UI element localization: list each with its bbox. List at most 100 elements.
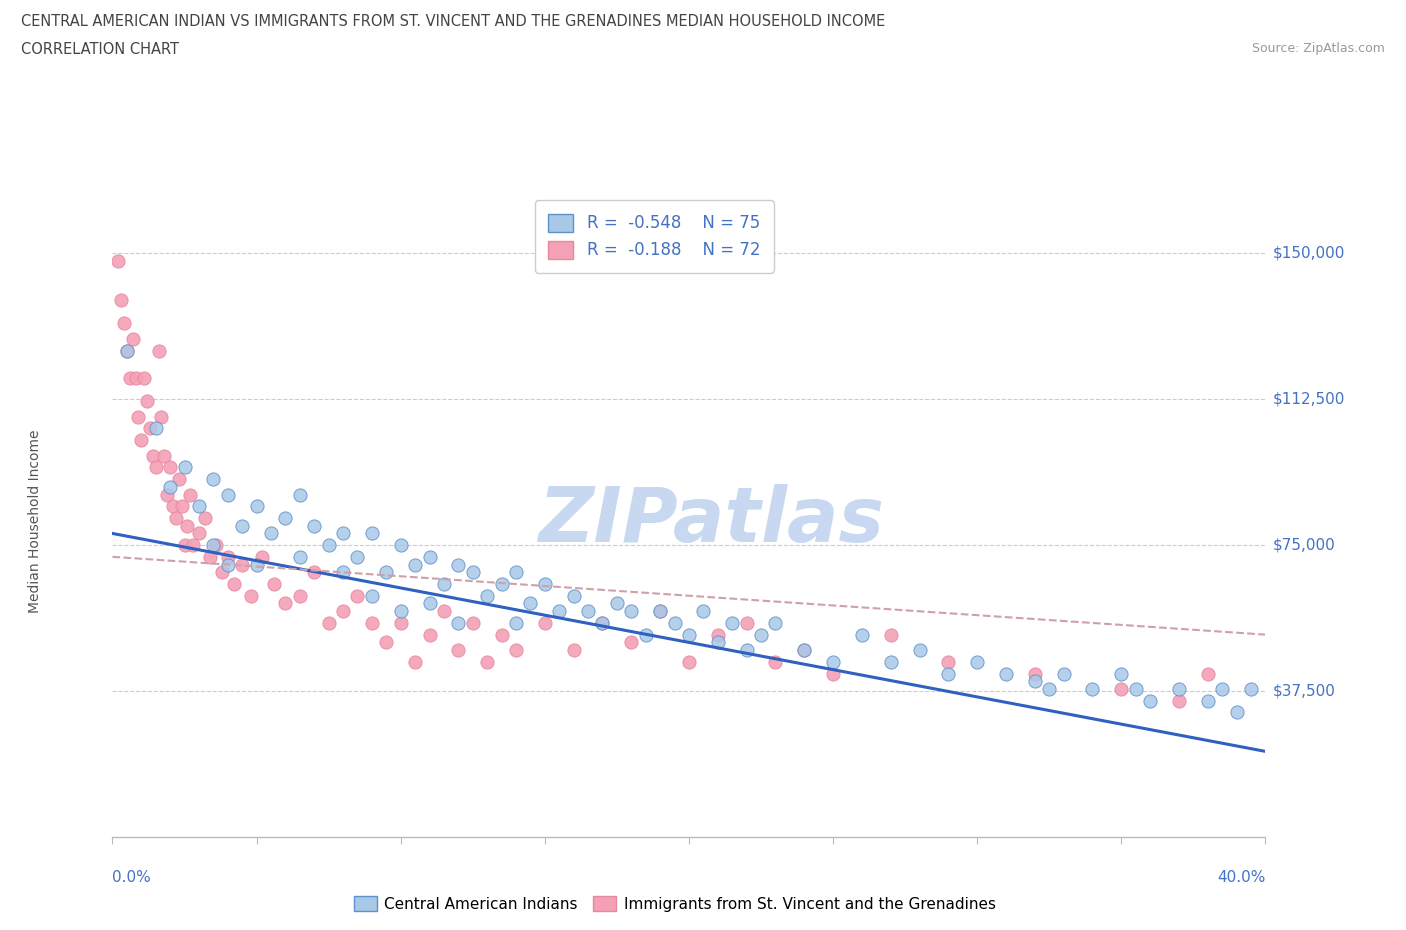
Point xyxy=(124,370,146,385)
Text: CENTRAL AMERICAN INDIAN VS IMMIGRANTS FROM ST. VINCENT AND THE GRENADINES MEDIAN: CENTRAL AMERICAN INDIAN VS IMMIGRANTS FR… xyxy=(21,14,886,29)
Point xyxy=(115,343,138,358)
Point xyxy=(447,643,470,658)
Point xyxy=(433,577,456,591)
Point xyxy=(181,538,204,552)
Point xyxy=(461,565,484,579)
Point xyxy=(222,577,245,591)
Point xyxy=(447,616,470,631)
Point xyxy=(1038,682,1060,697)
Text: Median Household Income: Median Household Income xyxy=(28,429,42,613)
Point xyxy=(145,459,167,474)
Point xyxy=(263,577,285,591)
Point xyxy=(1211,682,1233,697)
Point xyxy=(706,635,728,650)
Point xyxy=(188,498,211,513)
Point xyxy=(173,459,195,474)
Point xyxy=(1167,694,1189,709)
Point xyxy=(1167,682,1189,697)
Point xyxy=(1197,694,1219,709)
Point xyxy=(118,370,141,385)
Point xyxy=(505,616,527,631)
Point xyxy=(304,565,326,579)
Point xyxy=(648,604,672,618)
Point xyxy=(505,643,527,658)
Point xyxy=(491,577,513,591)
Point xyxy=(194,511,217,525)
Point xyxy=(217,557,239,572)
Point xyxy=(765,655,787,670)
Point xyxy=(519,596,541,611)
Point xyxy=(576,604,599,618)
Point xyxy=(260,526,283,541)
Point xyxy=(129,432,153,447)
Point xyxy=(1111,666,1133,681)
Point xyxy=(245,557,267,572)
Point xyxy=(205,538,228,552)
Legend: Central American Indians, Immigrants from St. Vincent and the Grenadines: Central American Indians, Immigrants fro… xyxy=(347,889,1002,918)
Point xyxy=(562,643,585,658)
Point xyxy=(202,538,225,552)
Point xyxy=(592,616,614,631)
Point xyxy=(202,472,225,486)
Point xyxy=(239,589,262,604)
Point xyxy=(749,627,772,642)
Point xyxy=(419,596,441,611)
Point xyxy=(548,604,571,618)
Point xyxy=(217,487,239,502)
Point xyxy=(148,343,170,358)
Point xyxy=(134,370,156,385)
Point xyxy=(176,518,198,533)
Point xyxy=(375,635,398,650)
Point xyxy=(447,557,470,572)
Point xyxy=(162,498,184,513)
Legend: R =  -0.548    N = 75, R =  -0.188    N = 72: R = -0.548 N = 75, R = -0.188 N = 72 xyxy=(536,200,773,272)
Point xyxy=(419,550,441,565)
Point xyxy=(231,518,253,533)
Point xyxy=(664,616,686,631)
Text: $37,500: $37,500 xyxy=(1272,684,1336,698)
Point xyxy=(150,409,173,424)
Point xyxy=(110,293,132,308)
Point xyxy=(165,511,187,525)
Point xyxy=(1240,682,1263,697)
Text: $150,000: $150,000 xyxy=(1272,246,1344,260)
Point xyxy=(505,565,527,579)
Point xyxy=(304,518,326,533)
Point xyxy=(491,627,513,642)
Point xyxy=(404,655,426,670)
Point xyxy=(167,472,190,486)
Point xyxy=(475,655,498,670)
Point xyxy=(274,511,297,525)
Point xyxy=(851,627,873,642)
Point xyxy=(211,565,233,579)
Point xyxy=(692,604,714,618)
Point xyxy=(245,498,267,513)
Point xyxy=(159,459,181,474)
Point xyxy=(706,627,728,642)
Point xyxy=(995,666,1018,681)
Point xyxy=(173,538,195,552)
Point xyxy=(159,479,181,494)
Point xyxy=(1024,674,1046,689)
Point xyxy=(721,616,744,631)
Point xyxy=(288,550,311,565)
Point xyxy=(678,627,700,642)
Point xyxy=(153,448,176,463)
Point xyxy=(156,487,179,502)
Point xyxy=(360,526,382,541)
Point xyxy=(735,616,758,631)
Point xyxy=(170,498,193,513)
Point xyxy=(475,589,498,604)
Point xyxy=(332,565,354,579)
Point xyxy=(360,589,382,604)
Point xyxy=(634,627,657,642)
Point xyxy=(880,627,903,642)
Point xyxy=(735,643,758,658)
Point xyxy=(1197,666,1219,681)
Point xyxy=(1139,694,1161,709)
Point xyxy=(139,421,162,436)
Text: $112,500: $112,500 xyxy=(1272,392,1344,406)
Point xyxy=(936,655,959,670)
Text: Source: ZipAtlas.com: Source: ZipAtlas.com xyxy=(1251,42,1385,55)
Point xyxy=(419,627,441,642)
